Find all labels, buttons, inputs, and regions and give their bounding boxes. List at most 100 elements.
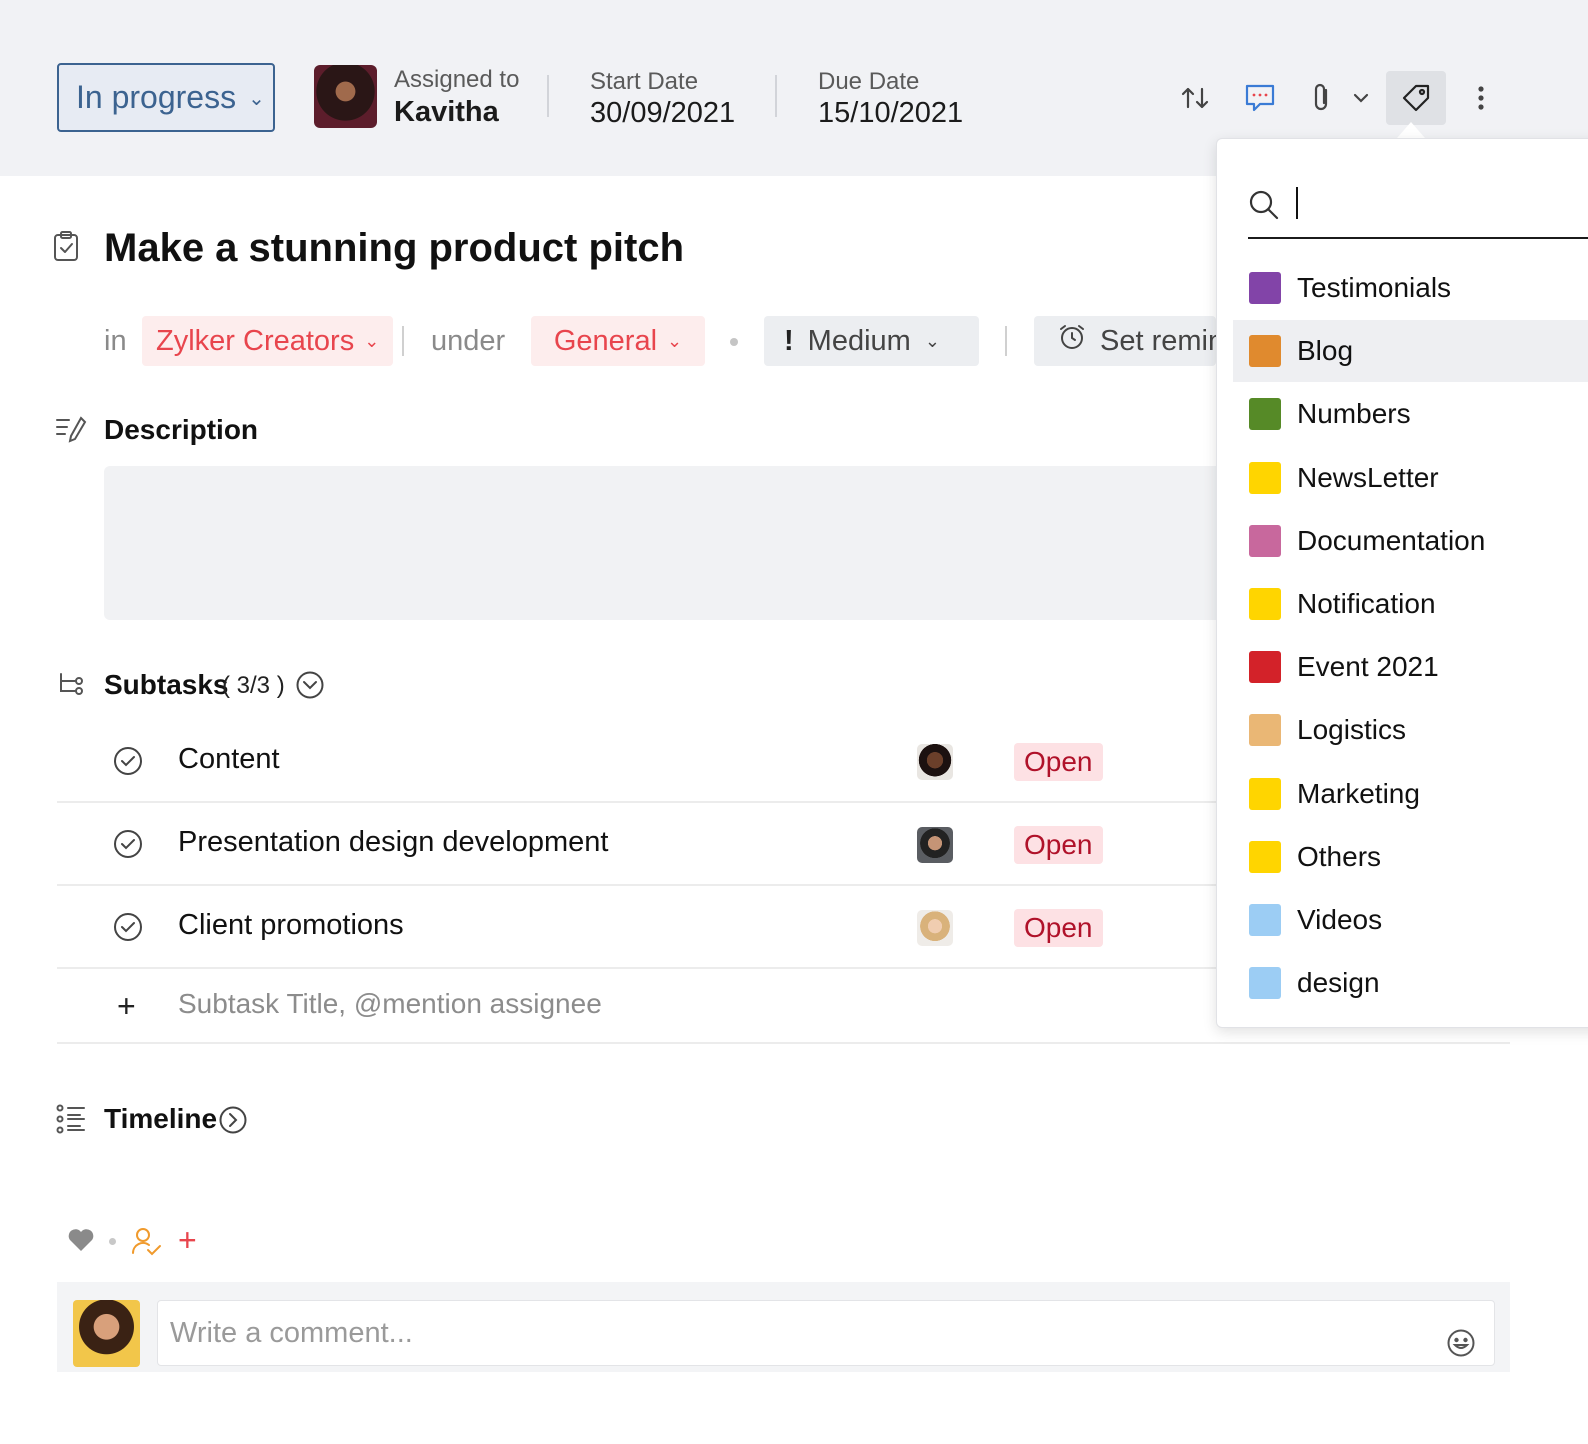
tag-label: Others — [1297, 840, 1382, 872]
timeline-heading: Timeline — [104, 1103, 218, 1134]
due-date-value[interactable]: 15/10/2021 — [818, 97, 964, 129]
tag-option[interactable]: Numbers — [1233, 383, 1588, 445]
recurrence-icon[interactable] — [1175, 78, 1215, 118]
subtasks-heading: Subtasks — [104, 669, 229, 700]
priority-label: Medium — [807, 324, 911, 357]
priority-icon: ! — [784, 324, 794, 357]
subtask-title[interactable]: Content — [178, 743, 280, 775]
tag-color-swatch — [1249, 904, 1281, 936]
tag-label: Documentation — [1297, 524, 1486, 556]
tag-color-swatch — [1249, 398, 1281, 431]
tag-color-swatch — [1249, 777, 1281, 810]
chevron-down-icon: ⌄ — [248, 88, 265, 110]
alarm-icon — [1058, 323, 1086, 359]
tag-color-swatch — [1249, 461, 1281, 494]
tasklist-dropdown[interactable]: General ⌄ — [531, 316, 705, 366]
divider — [1005, 326, 1007, 356]
comment-icon[interactable] — [1240, 78, 1280, 118]
attachment-icon[interactable] — [1302, 78, 1342, 118]
avatar[interactable] — [917, 827, 953, 863]
text-cursor — [1296, 187, 1298, 219]
tag-label: design — [1297, 967, 1380, 999]
emoji-icon[interactable] — [1446, 1317, 1476, 1381]
status-label: In progress — [76, 79, 237, 115]
reminder-label: Set remind — [1100, 324, 1216, 357]
avatar[interactable] — [917, 910, 953, 946]
tag-label: Logistics — [1297, 714, 1406, 746]
tag-option[interactable]: Logistics — [1233, 699, 1588, 761]
subtask-row[interactable]: Content Open — [57, 721, 1217, 803]
avatar[interactable] — [917, 744, 953, 780]
subtask-row[interactable]: Presentation design development Open — [57, 804, 1217, 886]
tag-option[interactable]: Marketing — [1233, 763, 1588, 825]
description-editor[interactable] — [104, 466, 1224, 620]
comment-placeholder: Write a comment... — [170, 1317, 413, 1349]
task-title[interactable]: Make a stunning product pitch — [104, 226, 685, 270]
assignee-name[interactable]: Kavitha — [394, 96, 499, 128]
status-badge[interactable]: Open — [1014, 909, 1103, 947]
subtask-title-input[interactable]: Subtask Title, @mention assignee — [178, 988, 602, 1019]
task-icon — [52, 230, 80, 267]
subtask-row[interactable]: Client promotions Open — [57, 887, 1217, 969]
divider — [775, 75, 777, 117]
subtasks-icon — [57, 671, 85, 704]
follower-icon[interactable] — [130, 1225, 162, 1262]
project-name: Zylker Creators — [156, 324, 355, 357]
assignee-avatar[interactable] — [314, 65, 377, 128]
divider — [547, 75, 549, 117]
tag-option[interactable]: Videos — [1233, 889, 1588, 951]
tag-color-swatch — [1249, 335, 1281, 368]
tag-option[interactable]: Event 2021 — [1233, 636, 1588, 698]
search-icon — [1248, 189, 1280, 226]
project-dropdown[interactable]: Zylker Creators ⌄ — [142, 316, 394, 366]
subtasks-count: ( 3/3 ) — [222, 672, 285, 699]
plus-icon[interactable]: + — [117, 988, 136, 1024]
tag-color-swatch — [1249, 840, 1281, 873]
tag-color-swatch — [1249, 272, 1281, 304]
tag-label: Numbers — [1297, 398, 1411, 430]
chevron-down-icon[interactable] — [1343, 78, 1379, 118]
due-date-label: Due Date — [818, 68, 920, 95]
tag-option[interactable]: Testimonials — [1233, 257, 1588, 319]
expand-toggle-icon[interactable] — [218, 1105, 248, 1140]
subtask-title[interactable]: Presentation design development — [178, 826, 609, 858]
tag-option[interactable]: Others — [1233, 826, 1588, 888]
like-icon[interactable] — [66, 1225, 96, 1260]
collapse-toggle-icon[interactable] — [295, 670, 325, 705]
tag-option[interactable]: Blog — [1233, 320, 1588, 383]
separator-dot — [109, 1238, 116, 1245]
under-label: under — [431, 324, 506, 357]
task-header: In progress ⌄ Assigned to Kavitha Start … — [0, 0, 1588, 176]
tag-option[interactable]: design — [1233, 952, 1588, 1014]
status-badge[interactable]: Open — [1014, 826, 1103, 864]
priority-dropdown[interactable]: ! Medium ⌄ — [764, 316, 979, 366]
tag-dropdown: Testimonials Blog Numbers NewsLetter Documen… — [1216, 138, 1588, 1028]
tag-color-swatch — [1249, 967, 1281, 1000]
tag-search-input[interactable] — [1248, 179, 1588, 239]
status-dropdown[interactable]: In progress ⌄ — [57, 63, 275, 132]
comment-bar: Write a comment... — [57, 1282, 1510, 1372]
check-circle-icon[interactable] — [113, 912, 143, 947]
tag-option[interactable]: Documentation — [1233, 510, 1588, 572]
start-date-value[interactable]: 30/09/2021 — [590, 97, 736, 129]
status-badge[interactable]: Open — [1014, 743, 1103, 781]
avatar — [73, 1300, 140, 1367]
tag-option[interactable]: Notification — [1233, 573, 1588, 635]
tag-option[interactable]: NewsLetter — [1233, 447, 1588, 509]
tag-label: Blog — [1297, 335, 1354, 367]
dropdown-caret — [1397, 122, 1425, 138]
start-date-label: Start Date — [590, 68, 699, 95]
more-icon[interactable] — [1461, 78, 1501, 118]
add-subtask-row[interactable]: + Subtask Title, @mention assignee — [57, 970, 1510, 1044]
tag-color-swatch — [1249, 714, 1281, 747]
set-reminder-button[interactable]: Set remind — [1034, 316, 1216, 366]
description-icon — [55, 415, 87, 448]
add-icon[interactable]: + — [178, 1222, 197, 1258]
comment-input[interactable]: Write a comment... — [157, 1300, 1495, 1366]
tag-label: Marketing — [1297, 777, 1420, 809]
subtask-title[interactable]: Client promotions — [178, 909, 404, 941]
check-circle-icon[interactable] — [113, 829, 143, 864]
tag-icon[interactable] — [1386, 71, 1446, 125]
check-circle-icon[interactable] — [113, 746, 143, 781]
